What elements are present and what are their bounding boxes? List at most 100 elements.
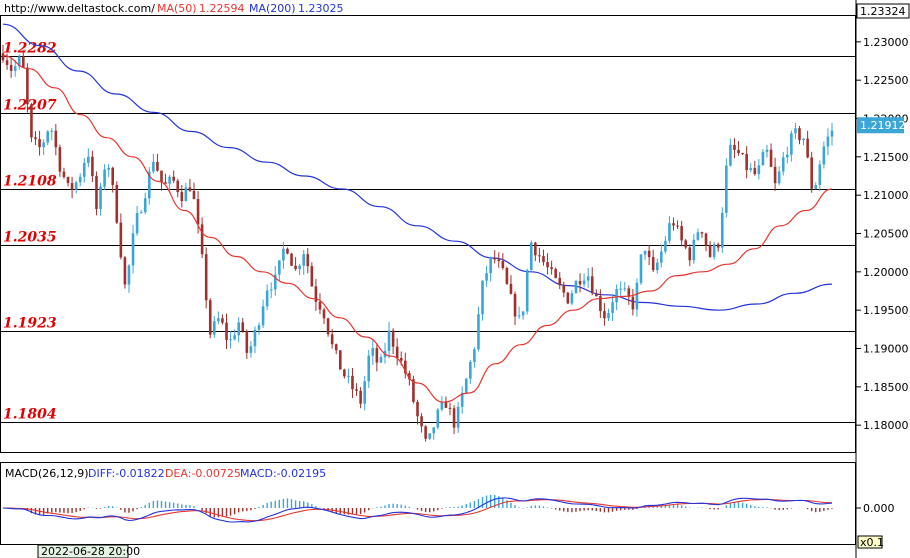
candle-body xyxy=(54,130,58,148)
tick-label: 1.18000 xyxy=(863,419,909,432)
candle-body xyxy=(334,344,338,351)
candle-body xyxy=(34,137,37,140)
candle-body xyxy=(513,293,517,317)
date-label: 2022-06-28 20:00 xyxy=(41,545,140,558)
candle-body xyxy=(753,168,757,175)
candle-body xyxy=(615,289,618,303)
candle-body xyxy=(542,256,545,263)
candle-body xyxy=(672,223,675,226)
candle-body xyxy=(229,339,232,341)
candle-body xyxy=(456,406,460,428)
candle-body xyxy=(729,144,732,166)
candle-body xyxy=(314,286,318,302)
candle-body xyxy=(160,170,163,183)
candle-body xyxy=(294,265,297,270)
candle-body xyxy=(363,381,366,404)
candle-body xyxy=(529,242,533,271)
candle-body xyxy=(643,250,647,255)
candle-body xyxy=(404,360,407,374)
candle-body xyxy=(99,186,102,209)
candle-body xyxy=(322,309,326,319)
candle-body xyxy=(517,315,521,317)
candle-body xyxy=(269,289,273,291)
macd-dea: DEA:-0.00725 xyxy=(165,467,241,480)
tick-label: 1.21500 xyxy=(863,151,909,164)
candle-body xyxy=(395,346,399,359)
candle-body xyxy=(265,290,269,307)
candle-body xyxy=(428,433,431,439)
candle-body xyxy=(822,146,826,165)
candle-body xyxy=(627,288,631,297)
candle-body xyxy=(647,250,651,258)
candle-body xyxy=(46,131,50,143)
candle-body xyxy=(785,154,789,158)
candle-body xyxy=(794,128,797,134)
candle-body xyxy=(119,222,123,258)
candle-body xyxy=(680,226,683,241)
macd-title: MACD(26,12,9) xyxy=(5,467,89,480)
macd-diff-line xyxy=(2,497,833,523)
candle-body xyxy=(111,167,115,185)
zoom-label[interactable]: x0.1 xyxy=(860,536,884,549)
candle-body xyxy=(700,232,704,234)
candle-body xyxy=(477,314,480,350)
candle-body xyxy=(233,335,236,340)
candle-body xyxy=(635,282,639,310)
candle-body xyxy=(5,60,9,65)
candle-body xyxy=(554,269,557,278)
price-panel xyxy=(0,15,856,453)
candlesticks xyxy=(1,44,834,442)
candle-body xyxy=(570,293,574,304)
candle-body xyxy=(826,136,830,147)
candle-body xyxy=(379,357,383,363)
candle-body xyxy=(485,273,488,281)
candle-body xyxy=(217,318,220,322)
candle-body xyxy=(347,375,350,377)
candle-body xyxy=(338,350,342,370)
candle-body xyxy=(501,261,505,269)
candle-body xyxy=(399,358,403,361)
candle-body xyxy=(704,233,708,246)
candle-body xyxy=(639,254,643,283)
candle-body xyxy=(631,296,635,310)
candle-body xyxy=(367,355,371,382)
candle-body xyxy=(70,183,74,190)
tick-label: 1.19000 xyxy=(863,343,909,356)
candle-body xyxy=(172,176,175,181)
candle-body xyxy=(391,330,395,347)
candle-body xyxy=(412,379,415,402)
candle-body xyxy=(534,242,537,256)
macd-diff: DIFF:-0.01822 xyxy=(88,467,165,480)
candle-body xyxy=(818,164,822,186)
candle-body xyxy=(359,390,362,404)
candle-body xyxy=(599,296,602,312)
candle-body xyxy=(127,265,131,285)
candle-body xyxy=(241,322,245,332)
candle-body xyxy=(460,392,464,407)
candle-body xyxy=(318,301,322,310)
candle-body xyxy=(74,182,78,190)
candle-body xyxy=(375,348,379,363)
candle-body xyxy=(330,334,334,345)
candle-body xyxy=(773,166,777,184)
candle-body xyxy=(278,260,281,275)
candle-body xyxy=(168,176,171,184)
candle-body xyxy=(676,225,679,227)
candle-body xyxy=(302,254,306,266)
tick-label: 1.18500 xyxy=(863,381,909,394)
candle-body xyxy=(306,254,310,267)
candle-body xyxy=(558,277,562,286)
candle-body xyxy=(745,153,748,171)
candle-body xyxy=(692,239,696,261)
candle-body xyxy=(712,244,716,257)
candle-body xyxy=(566,292,570,304)
candle-body xyxy=(221,318,224,323)
candle-body xyxy=(798,128,801,141)
candle-body xyxy=(493,257,497,260)
current-price-box xyxy=(857,117,904,134)
candle-body xyxy=(655,262,659,271)
candle-body xyxy=(651,257,655,271)
candle-body xyxy=(152,161,155,172)
candle-body xyxy=(180,192,184,202)
